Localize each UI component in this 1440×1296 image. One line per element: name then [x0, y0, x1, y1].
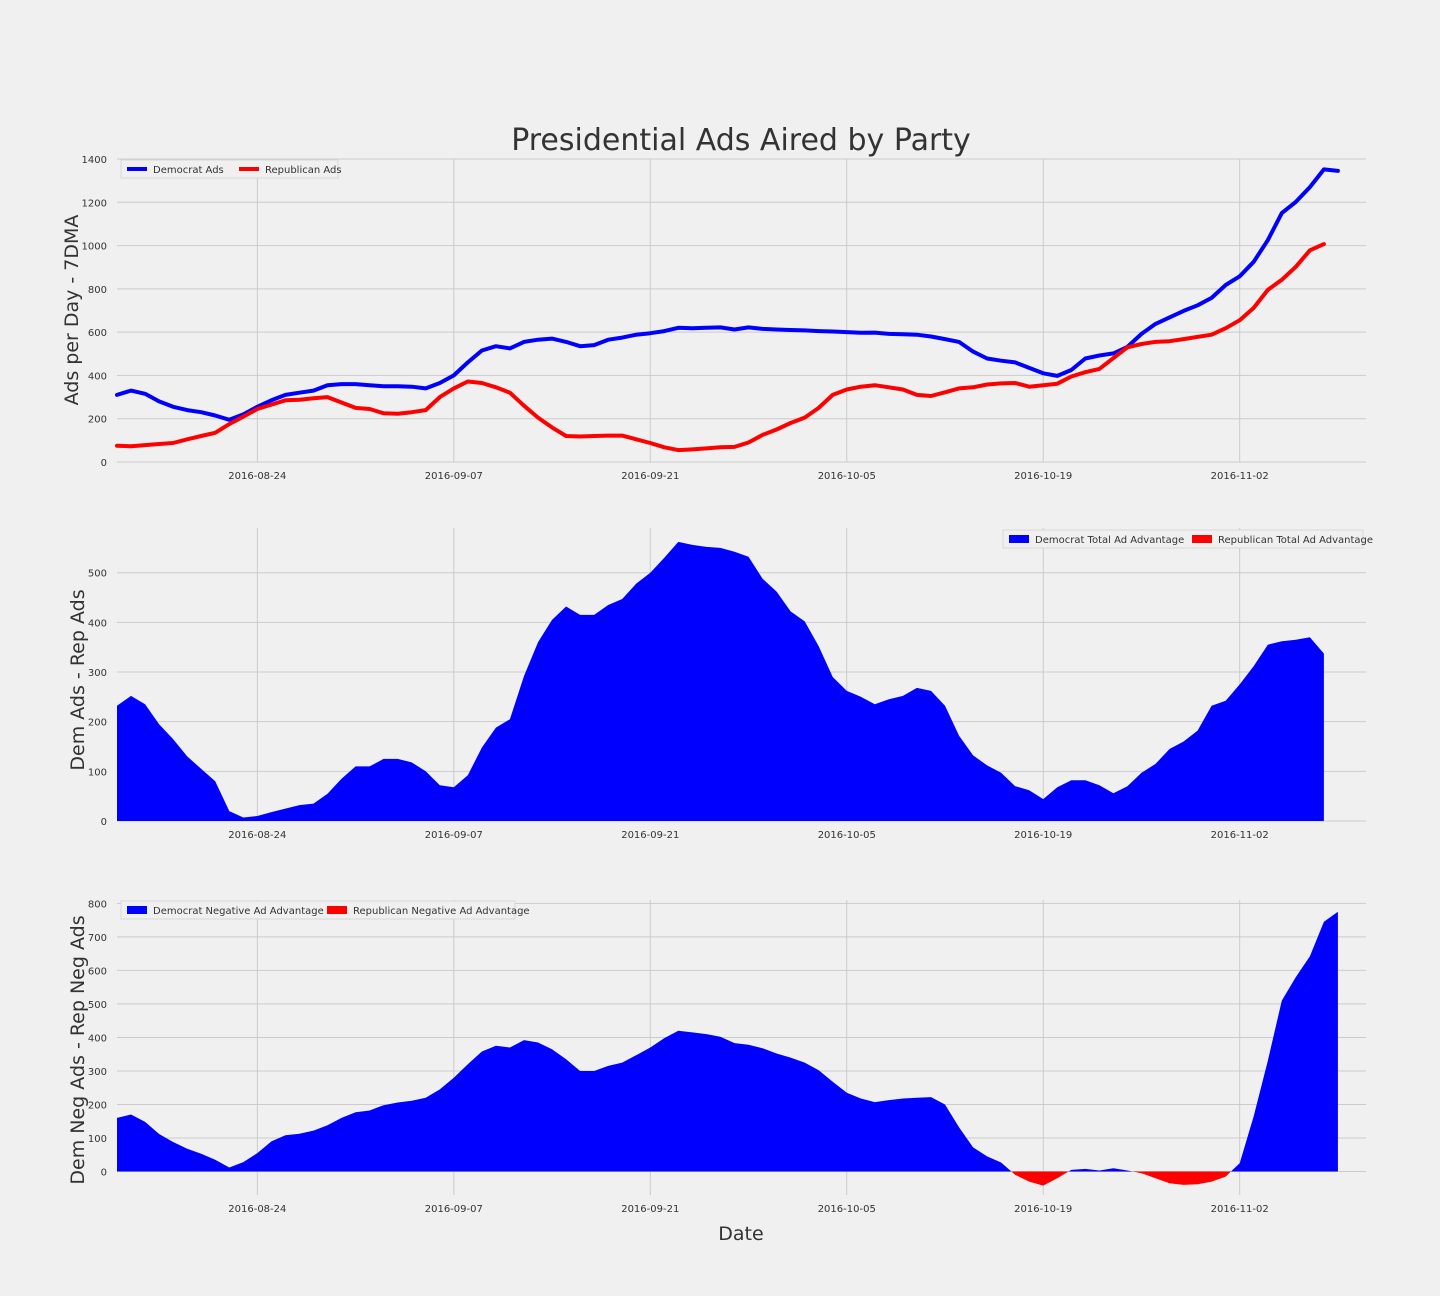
x-tick-label: 2016-09-07: [425, 830, 483, 841]
legend: Democrat Negative Ad Advantage Republican…: [120, 900, 530, 920]
x-tick-label: 2016-09-07: [425, 1204, 483, 1215]
y-tick-label: 100: [88, 1134, 107, 1145]
y-tick-label: 100: [88, 767, 107, 778]
y-tick-label: 0: [101, 458, 107, 469]
area-democrat-advantage: [117, 541, 1324, 821]
y-tick-label: 0: [101, 817, 107, 828]
x-tick-label: 2016-10-19: [1014, 1204, 1072, 1215]
y-tick-label: 400: [88, 371, 107, 382]
legend-label-republican: Republican Ads: [265, 165, 342, 176]
y-tick-label: 200: [88, 718, 107, 729]
y-tick-label: 600: [88, 328, 107, 339]
area-republican-advantage: [117, 1171, 1338, 1186]
y-axis-label: Ads per Day - 7DMA: [61, 215, 83, 406]
x-tick-label: 2016-10-19: [1014, 471, 1072, 482]
legend-label-democrat: Democrat Ads: [153, 165, 224, 176]
legend-label-republican: Republican Total Ad Advantage: [1218, 535, 1373, 546]
y-tick-label: 1400: [82, 155, 107, 166]
legend-box: [1002, 529, 1364, 549]
x-tick-label: 2016-09-21: [621, 1204, 679, 1215]
x-tick-label: 2016-09-21: [621, 471, 679, 482]
y-tick-label: 300: [88, 1067, 107, 1078]
y-tick-label: 600: [88, 966, 107, 977]
y-tick-label: 500: [88, 569, 107, 580]
x-tick-label: 2016-08-24: [228, 830, 286, 841]
y-tick-label: 400: [88, 1033, 107, 1044]
x-tick-label: 2016-10-05: [818, 1204, 876, 1215]
series-line-democrat: [115, 167, 1340, 422]
y-tick-label: 800: [88, 899, 107, 910]
y-tick-label: 0: [101, 1168, 107, 1179]
x-tick-label: 2016-08-24: [228, 471, 286, 482]
y-tick-label: 800: [88, 285, 107, 296]
legend-label-democrat: Democrat Negative Ad Advantage: [153, 906, 324, 917]
y-tick-label: 1000: [82, 242, 107, 253]
legend-swatch-republican: [1192, 535, 1212, 543]
x-tick-label: 2016-09-21: [621, 830, 679, 841]
x-tick-label: 2016-11-02: [1211, 1204, 1269, 1215]
y-tick-label: 700: [88, 933, 107, 944]
y-tick-label: 400: [88, 618, 107, 629]
legend: Democrat Total Ad Advantage Republican To…: [1002, 529, 1373, 549]
series-line-republican: [115, 242, 1326, 453]
x-tick-label: 2016-11-02: [1211, 830, 1269, 841]
chart-title: Presidential Ads Aired by Party: [511, 123, 971, 158]
x-tick-label: 2016-10-05: [818, 471, 876, 482]
y-tick-label: 1200: [82, 198, 107, 209]
x-axis-label: Date: [718, 1223, 763, 1245]
y-tick-label: 200: [88, 1100, 107, 1111]
y-tick-label: 500: [88, 1000, 107, 1011]
legend: Democrat Ads Republican Ads: [120, 159, 342, 179]
y-tick-label: 300: [88, 668, 107, 679]
legend-swatch-democrat: [127, 906, 147, 914]
x-tick-label: 2016-09-07: [425, 471, 483, 482]
y-tick-label: 200: [88, 415, 107, 426]
x-tick-label: 2016-10-19: [1014, 830, 1072, 841]
legend-box: [120, 159, 339, 179]
y-axis-label: Dem Neg Ads - Rep Neg Ads: [67, 915, 89, 1184]
x-tick-label: 2016-08-24: [228, 1204, 286, 1215]
subplot-2: 0 100 200 300 400 500 2016-08-24 2016-09-07 2016…: [67, 528, 1373, 841]
legend-label-democrat: Democrat Total Ad Advantage: [1035, 535, 1184, 546]
legend-swatch-republican: [327, 906, 347, 914]
x-tick-label: 2016-10-05: [818, 830, 876, 841]
y-axis-label: Dem Ads - Rep Ads: [67, 589, 89, 770]
x-tick-label: 2016-11-02: [1211, 471, 1269, 482]
legend-box: [120, 900, 516, 920]
subplot-3: 0 100 200 300 400 500 600 700 800 2016-08-24 2016-…: [67, 899, 1366, 1215]
subplot-1: 0 200 400 600 800 1000 1200 1400 2016-08-24 2016-…: [61, 155, 1366, 482]
legend-swatch-democrat: [1009, 535, 1029, 543]
area-democrat-advantage: [117, 911, 1338, 1172]
legend-label-republican: Republican Negative Ad Advantage: [353, 906, 530, 917]
